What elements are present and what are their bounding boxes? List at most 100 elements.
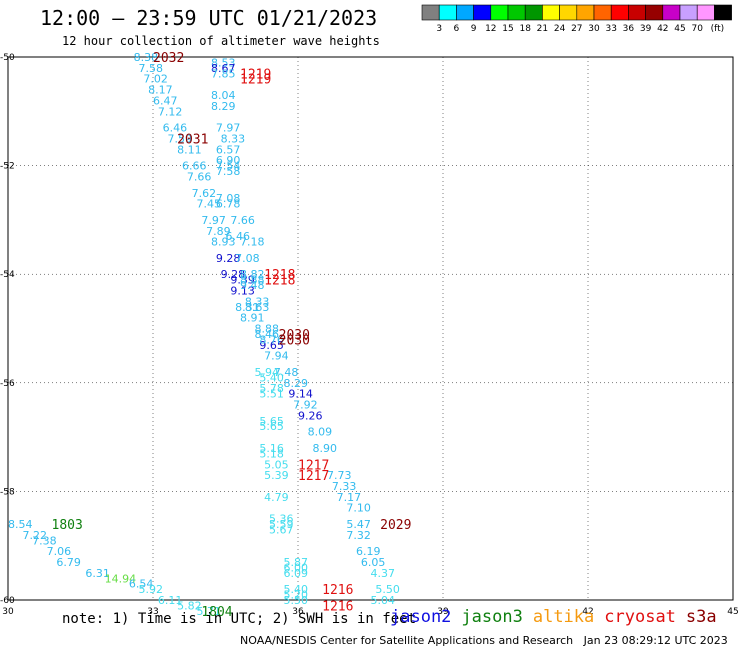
chart-subtitle: 12 hour collection of altimeter wave hei… — [62, 34, 380, 48]
wave-height-point: 7.94 — [264, 350, 289, 363]
wave-height-point: 4.79 — [264, 491, 289, 504]
wave-height-point: 6.11 — [158, 594, 183, 607]
scale-label: 45 — [674, 24, 685, 34]
wave-height-point: 7.17 — [337, 491, 362, 504]
wave-height-point: 5.18 — [259, 447, 284, 460]
wave-height-point: 8.90 — [313, 442, 338, 455]
scale-label: 39 — [640, 24, 652, 34]
track-time-label: 1217 — [298, 469, 329, 484]
scale-swatch — [559, 4, 578, 21]
wave-height-point: 6.46 — [226, 230, 251, 243]
scale-swatch — [628, 4, 646, 21]
scale-swatch — [542, 4, 560, 21]
wave-height-point: 5.65 — [259, 420, 284, 433]
wave-height-point: 5.67 — [269, 523, 294, 536]
wave-height-point: 6.05 — [361, 556, 386, 569]
wave-height-point: 7.08 — [235, 252, 260, 265]
track-time-label: 1804 — [201, 605, 232, 620]
wave-height-point: 6.66 — [182, 160, 207, 173]
wave-height-point: 7.33 — [332, 480, 357, 493]
track-time-label: 1218 — [264, 268, 295, 283]
track-time-label: 1217 — [298, 458, 329, 473]
wave-height-point: 6.54 — [129, 578, 154, 591]
x-tick-label: 39 — [437, 607, 449, 617]
scale-label: 18 — [519, 24, 531, 34]
wave-height-point: 7.62 — [192, 187, 217, 200]
wave-height-point: 7.10 — [346, 502, 371, 515]
scale-unit: (ft) — [711, 24, 725, 34]
wave-height-point: 5.82 — [177, 599, 202, 612]
scale-label: 6 — [454, 24, 460, 34]
chart-axes: 30 33 36 39 42 45 -50 -52 -54 -56 -58 -60 — [0, 53, 739, 617]
plot-frame — [7, 56, 734, 601]
scale-swatch — [473, 4, 492, 21]
wave-height-point: 7.22 — [23, 529, 48, 542]
wave-height-point: 6.78 — [216, 198, 241, 211]
wave-height-point: 8.17 — [148, 84, 173, 97]
scale-label: 42 — [657, 24, 668, 34]
wave-height-point: 9.65 — [259, 339, 284, 352]
wave-height-point: 8.76 — [259, 333, 284, 346]
scale-swatch — [645, 4, 664, 21]
wave-height-point: 7.48 — [274, 366, 299, 379]
scale-swatch — [714, 4, 732, 21]
wave-height-point: 8.93 — [211, 236, 236, 249]
track-time-label: 2032 — [153, 51, 184, 66]
scale-swatch — [421, 4, 440, 21]
wave-height-point: 9.28 — [216, 252, 241, 265]
wave-height-point: 8.88 — [255, 323, 280, 336]
wave-height-point: 5.71 — [197, 605, 222, 618]
scale-label: 27 — [571, 24, 582, 34]
wave-height-point: 8.33 — [245, 295, 269, 308]
y-tick-label: -52 — [0, 162, 15, 172]
wave-height-point: 8.91 — [240, 312, 265, 325]
wave-height-point: 7.97 — [201, 214, 226, 227]
wave-height-point: 8.54 — [8, 518, 33, 531]
wave-height-point: 9.26 — [298, 409, 323, 422]
wave-height-point: 8.33 — [221, 132, 246, 145]
wave-height-point: 7.18 — [240, 236, 265, 249]
chart-grid — [7, 56, 734, 601]
scale-swatch — [696, 4, 715, 21]
x-tick-label: 33 — [147, 607, 158, 617]
y-tick-label: -54 — [0, 270, 15, 280]
wave-height-point: 8.04 — [211, 89, 236, 102]
scale-swatch — [610, 4, 629, 21]
scale-label: 9 — [471, 24, 477, 34]
scale-swatch — [679, 4, 698, 21]
wave-height-point: 8.53 — [211, 56, 236, 69]
wave-height-point: 7.54 — [216, 160, 241, 173]
wave-height-point: 7.02 — [143, 73, 168, 86]
wave-height-point: 9.48 — [240, 279, 265, 292]
wave-height-point: 8.63 — [245, 301, 269, 314]
wave-height-point: 8.46 — [255, 328, 280, 341]
wave-height-point: 7.38 — [32, 534, 57, 547]
chart-title: 12:00 – 23:59 UTC 01/21/2023 — [40, 6, 378, 30]
wave-height-point: 7.73 — [327, 469, 352, 482]
scale-swatch — [456, 4, 474, 21]
wave-height-point: 14.94 — [105, 572, 136, 585]
wave-height-point: 8.29 — [211, 100, 236, 113]
wave-height-point: 6.19 — [356, 545, 381, 558]
y-tick-label: -60 — [0, 596, 15, 606]
scale-label: 21 — [537, 24, 548, 34]
scale-swatch — [524, 4, 543, 21]
wave-height-point: 5.39 — [264, 469, 289, 482]
wave-height-point: 5.50 — [284, 594, 309, 607]
wave-height-point: 7.32 — [346, 529, 371, 542]
wave-height-point: 8.82 — [240, 268, 265, 281]
y-tick-label: -58 — [0, 487, 15, 497]
wave-height-point: 9.39 — [230, 274, 255, 287]
wave-height-point: 8.31 — [235, 301, 260, 314]
track-time-label: 1219 — [240, 73, 271, 88]
satellite-legend: jason2 jason3 altika cryosat s3a — [390, 607, 727, 627]
wave-height-point: 7.12 — [158, 105, 183, 118]
legend-jason2: jason2 — [390, 607, 452, 627]
track-time-label: 2030 — [279, 328, 310, 343]
wave-height-point: 5.05 — [264, 458, 289, 471]
legend-jason3: jason3 — [461, 607, 523, 627]
track-time-label: 1803 — [52, 518, 83, 533]
scale-label: 12 — [485, 24, 496, 34]
scale-label: 30 — [588, 24, 600, 34]
